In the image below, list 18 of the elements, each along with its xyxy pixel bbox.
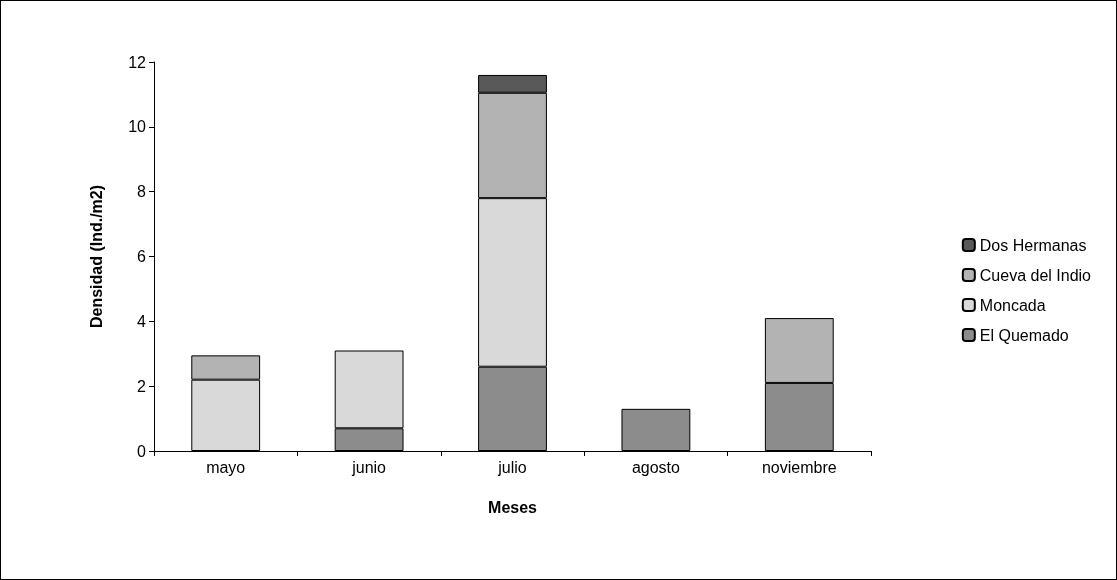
y-tick-label: 8 bbox=[137, 183, 147, 201]
legend-label: Moncada bbox=[979, 296, 1046, 314]
x-tick-label: mayo bbox=[206, 458, 246, 476]
x-tick-label: junio bbox=[351, 458, 387, 476]
y-tick-label: 6 bbox=[137, 248, 147, 265]
legend-label: Cueva del Indio bbox=[979, 266, 1092, 284]
x-tick-label: agosto bbox=[631, 458, 681, 476]
y-axis-title: Densidad (Ind./m2) bbox=[87, 184, 105, 329]
y-tick-label: 12 bbox=[128, 53, 147, 71]
y-tick-label: 4 bbox=[137, 312, 147, 330]
legend-label: El Quemado bbox=[979, 326, 1069, 344]
y-tick-label: 0 bbox=[137, 442, 147, 460]
y-tick-label: 2 bbox=[137, 377, 147, 395]
x-tick-label: noviembre bbox=[761, 458, 837, 476]
y-tick-label: 10 bbox=[128, 118, 147, 136]
x-tick-label: julio bbox=[497, 458, 527, 476]
legend-label: Dos Hermanas bbox=[979, 236, 1087, 254]
x-axis-title: Meses bbox=[488, 498, 538, 516]
